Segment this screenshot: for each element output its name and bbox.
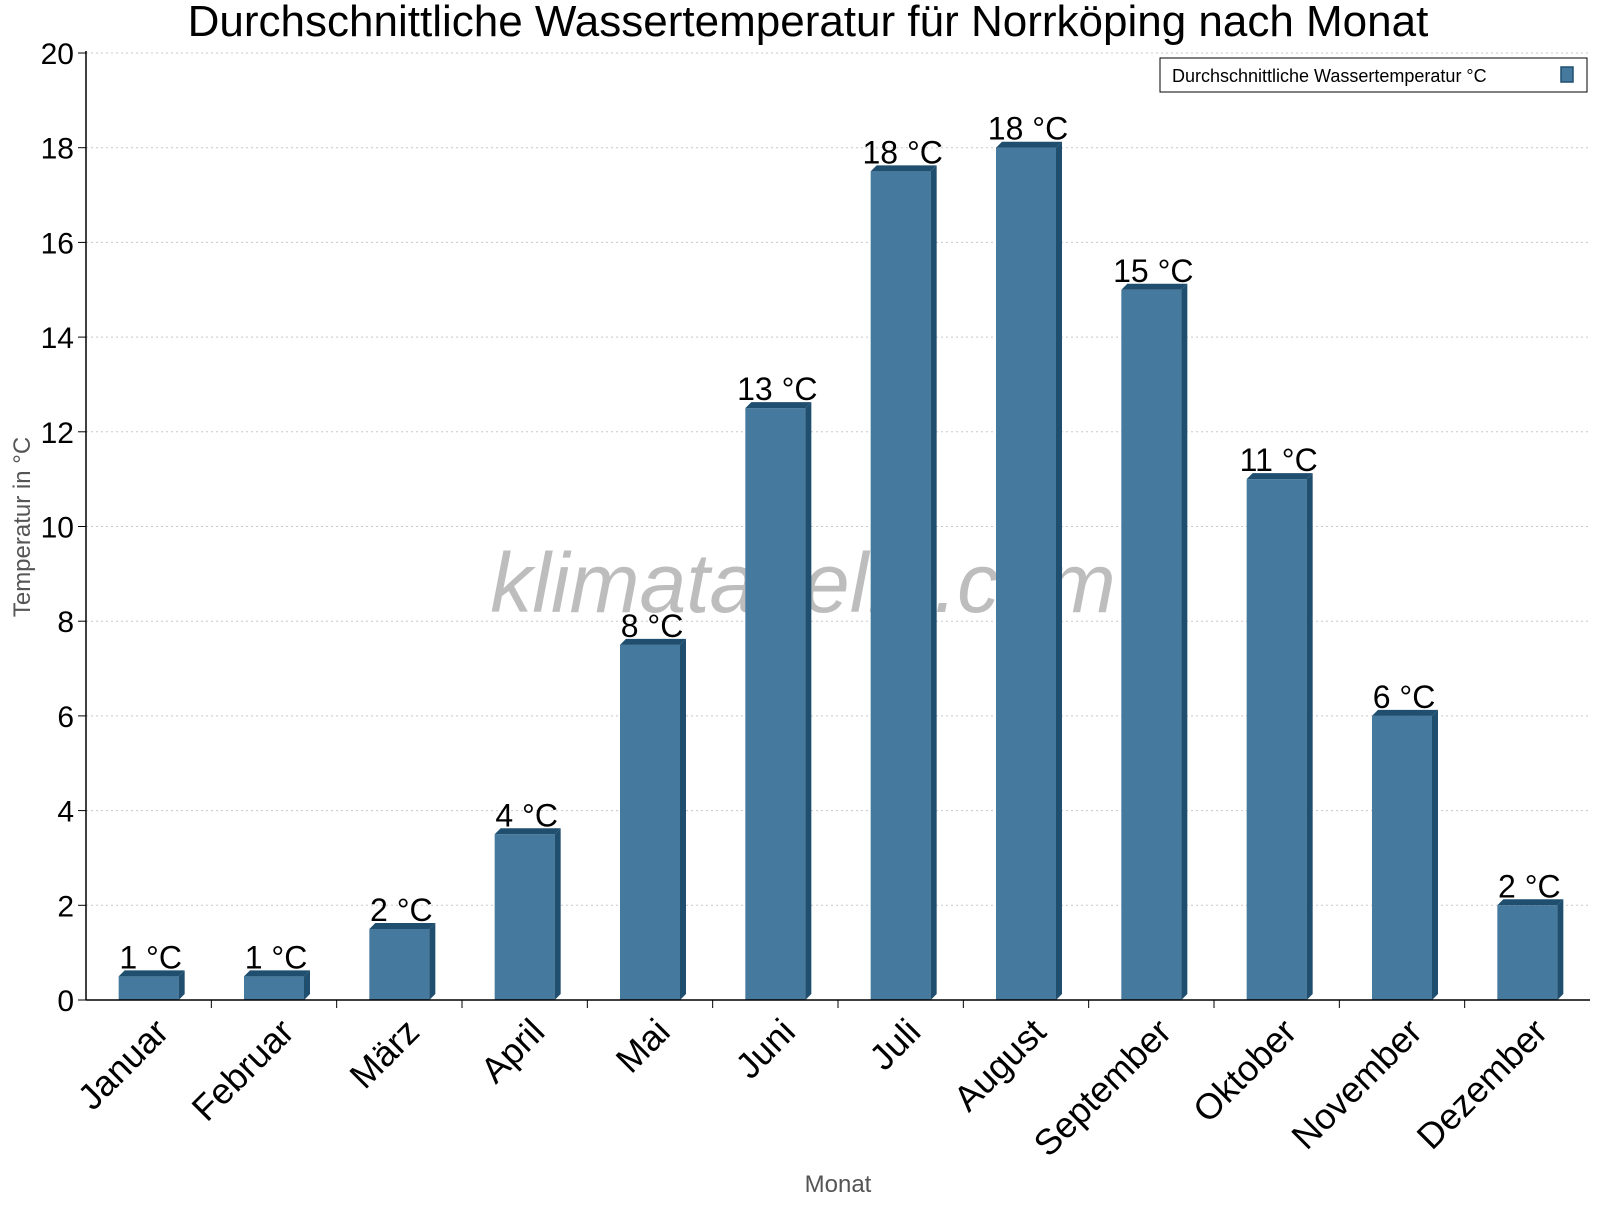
bar-value-label: 6 °C: [1373, 679, 1436, 715]
bar-value-label: 18 °C: [862, 134, 942, 170]
bar: [369, 928, 430, 1000]
y-tick-label: 0: [57, 985, 74, 1018]
bar-side: [1181, 283, 1188, 1000]
bar-side: [429, 922, 436, 1000]
bar-value-label: 2 °C: [370, 892, 433, 928]
bar: [870, 171, 931, 1000]
y-tick-label: 12: [41, 417, 74, 450]
bar: [620, 644, 680, 1000]
y-tick-label: 20: [41, 38, 74, 71]
y-tick-label: 14: [41, 322, 74, 355]
bar-side: [1056, 141, 1062, 1000]
bar-side: [930, 165, 937, 1000]
bar-side: [178, 970, 185, 1000]
y-tick-label: 4: [57, 796, 74, 829]
bar: [118, 976, 179, 1000]
bar-side: [805, 402, 812, 1000]
bar-side: [1432, 709, 1438, 1000]
y-tick-label: 18: [41, 133, 74, 166]
data-labels: 1 °C 1 °C 2 °C 4 °C 8 °C 13 °C 18 °C 18 °C 15 °C…: [119, 111, 1560, 976]
bar-top: [870, 165, 937, 172]
bar-top: [745, 402, 812, 409]
bar-value-label: 1 °C: [119, 939, 182, 975]
bar-top: [118, 970, 185, 977]
y-tick-label: 16: [41, 227, 74, 260]
gridlines: [86, 52, 1590, 906]
bar-value-label: 8 °C: [621, 608, 684, 644]
y-axis-title: Temperatur in °C: [9, 437, 36, 617]
bar-top: [1497, 899, 1564, 906]
bar-top: [244, 970, 310, 977]
bar-value-label: 4 °C: [495, 797, 558, 833]
chart-title: Durchschnittliche Wassertemperatur für N…: [188, 0, 1429, 46]
bar-side: [554, 828, 561, 1000]
bar-value-label: 2 °C: [1498, 868, 1561, 904]
y-tick-label: 8: [57, 606, 74, 639]
bar: [996, 147, 1056, 1000]
bar-value-label: 15 °C: [1113, 253, 1193, 289]
bar: [1246, 479, 1307, 1000]
bar: [244, 976, 304, 1000]
bar-top: [620, 638, 686, 645]
bar-value-label: 11 °C: [1240, 442, 1318, 478]
bar-top: [369, 922, 436, 929]
bar: [745, 408, 806, 1000]
bar-side: [1306, 473, 1313, 1000]
legend-label: Durchschnittliche Wassertemperatur °C: [1172, 66, 1487, 86]
bar-top: [1246, 473, 1313, 480]
bar-top: [1121, 283, 1188, 290]
bar: [1121, 289, 1182, 1000]
bar-side: [680, 638, 686, 1000]
bar: [1497, 905, 1558, 1000]
legend-box: [1159, 57, 1588, 93]
x-axis-title: Monat: [805, 1171, 872, 1198]
bar-value-label: 1 °C: [245, 939, 308, 975]
bar-top: [1372, 709, 1438, 716]
bar-value-label: 13 °C: [737, 371, 817, 407]
bar: [494, 834, 555, 1000]
legend-swatch: [1560, 66, 1574, 83]
y-tick-label: 2: [57, 890, 74, 923]
legend: Durchschnittliche Wassertemperatur °C: [1159, 57, 1588, 93]
bar: [1372, 715, 1432, 1000]
bar-side: [304, 970, 310, 1000]
bars: [118, 141, 1564, 1000]
bar-value-label: 18 °C: [988, 111, 1068, 147]
y-tick-label: 6: [57, 701, 74, 734]
y-tick-label: 10: [41, 512, 74, 545]
bar-top: [996, 141, 1062, 148]
bar-top: [494, 828, 561, 835]
bar-side: [1557, 899, 1564, 1000]
